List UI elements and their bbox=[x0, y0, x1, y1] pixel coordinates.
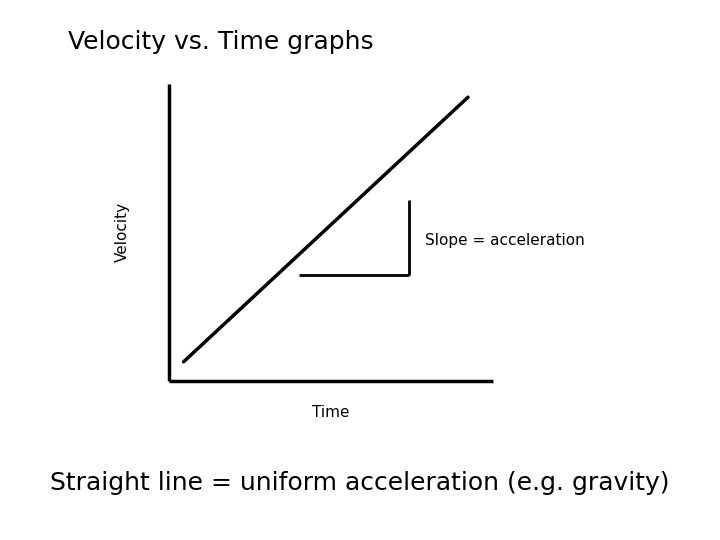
Text: Straight line = uniform acceleration (e.g. gravity): Straight line = uniform acceleration (e.… bbox=[50, 471, 670, 495]
Text: Slope = acceleration: Slope = acceleration bbox=[425, 233, 585, 248]
Text: Velocity vs. Time graphs: Velocity vs. Time graphs bbox=[68, 30, 374, 53]
Text: Time: Time bbox=[312, 405, 350, 420]
Text: Velocity: Velocity bbox=[115, 202, 130, 262]
